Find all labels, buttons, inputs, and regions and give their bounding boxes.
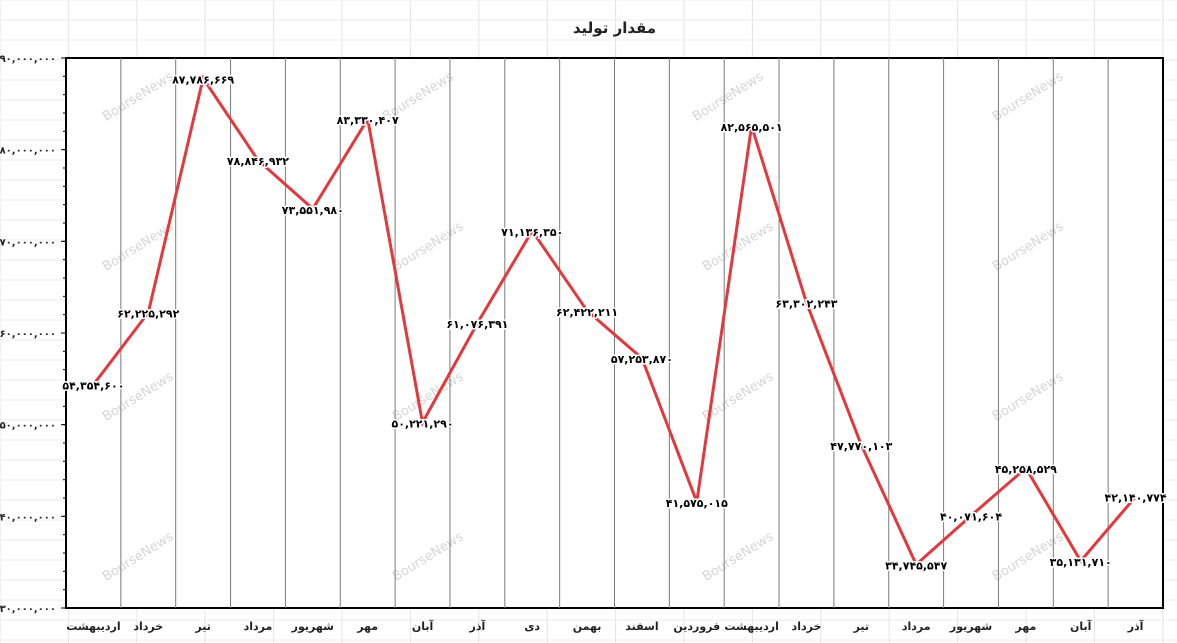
data-label: ۴۷,۷۷۰,۱۰۳ xyxy=(830,440,892,453)
data-labels: ۵۴,۳۵۴,۶۰۰ ۶۲,۲۲۵,۲۹۲ ۸۷,۷۸۶,۶۶۹ ۷۸,۸۴۶,۹۳۲… xyxy=(61,72,1169,574)
data-label: ۸۳,۳۳۰,۴۰۷ xyxy=(337,114,399,127)
series-line xyxy=(92,74,1137,567)
chart-title: مقدار تولید xyxy=(573,19,656,37)
data-label: ۷۱,۱۳۶,۳۵۰ xyxy=(501,226,563,239)
data-label: ۳۴,۷۴۵,۵۴۷ xyxy=(885,559,947,572)
data-label: ۶۳,۳۰۲,۲۴۳ xyxy=(775,298,837,311)
x-tick-label: اردیبهشت xyxy=(724,620,778,633)
x-tick-label: مهر xyxy=(1014,620,1036,633)
x-tick-label: آبان xyxy=(412,619,434,633)
x-tick-label: شهریور xyxy=(291,620,334,633)
data-label: ۶۲,۲۲۵,۲۹۲ xyxy=(117,308,179,321)
x-tick-label: مرداد xyxy=(244,620,273,633)
data-label: ۷۳,۵۵۱,۹۸۰ xyxy=(282,204,344,217)
y-tick-label: ۵۰,۰۰۰,۰۰۰ xyxy=(0,421,56,432)
x-tick-label: بهمن xyxy=(573,620,602,633)
y-tick-label: ۸۰,۰۰۰,۰۰۰ xyxy=(0,146,56,157)
x-axis: اردیبهشت خرداد تیر مرداد شهریور مهر آبان آذر دی ب… xyxy=(66,619,1143,633)
x-tick-label: شهریور xyxy=(949,620,992,633)
x-tick-label: فروردین xyxy=(673,620,720,633)
y-tick-label: ۷۰,۰۰۰,۰۰۰ xyxy=(0,237,56,248)
y-tick-label: ۳۰,۰۰۰,۰۰۰ xyxy=(0,604,56,615)
x-tick-label: تیر xyxy=(194,620,210,633)
x-tick-label: آذر xyxy=(1127,619,1144,633)
y-tick-label: ۹۰,۰۰۰,۰۰۰ xyxy=(0,54,56,65)
data-label: ۴۵,۲۵۸,۵۲۹ xyxy=(995,463,1057,476)
x-tick-label: اسفند xyxy=(625,620,658,633)
data-label: ۷۸,۸۴۶,۹۳۲ xyxy=(227,155,289,168)
data-label: ۸۲,۵۶۵,۵۰۱ xyxy=(721,121,783,134)
x-tick-label: خرداد xyxy=(792,620,822,633)
data-label: ۵۰,۲۲۱,۲۹۰ xyxy=(391,418,453,431)
x-tick-label: دی xyxy=(524,620,540,633)
x-tick-label: خرداد xyxy=(133,620,163,633)
x-tick-label: مهر xyxy=(356,620,378,633)
data-label: ۴۲,۱۴۰,۷۷۴ xyxy=(1105,492,1167,505)
x-tick-label: مرداد xyxy=(902,620,931,633)
data-label: ۵۴,۳۵۴,۶۰۰ xyxy=(62,380,124,393)
y-tick-label: ۴۰,۰۰۰,۰۰۰ xyxy=(0,512,56,523)
data-label: ۳۵,۱۳۱,۷۱۰ xyxy=(1050,556,1112,569)
data-label: ۸۷,۷۸۶,۶۶۹ xyxy=(172,73,234,86)
y-axis: ۳۰,۰۰۰,۰۰۰ ۴۰,۰۰۰,۰۰۰ ۵۰,۰۰۰,۰۰۰ ۶۰,۰۰۰,۰۰۰… xyxy=(0,54,66,615)
y-tick-label: ۶۰,۰۰۰,۰۰۰ xyxy=(0,329,56,340)
data-label: ۶۱,۰۷۶,۳۹۱ xyxy=(446,318,508,331)
x-tick-label: آبان xyxy=(1070,619,1092,633)
data-label: ۴۰,۰۷۱,۶۰۴ xyxy=(940,511,1002,524)
data-label: ۶۲,۴۲۲,۲۱۱ xyxy=(556,306,618,319)
data-label: ۴۱,۵۷۵,۰۱۵ xyxy=(666,497,728,510)
x-tick-label: اردیبهشت xyxy=(66,620,120,633)
x-tick-label: آذر xyxy=(469,619,486,633)
data-label: ۵۷,۲۵۳,۸۷۰ xyxy=(611,353,673,366)
x-tick-label: تیر xyxy=(853,620,869,633)
